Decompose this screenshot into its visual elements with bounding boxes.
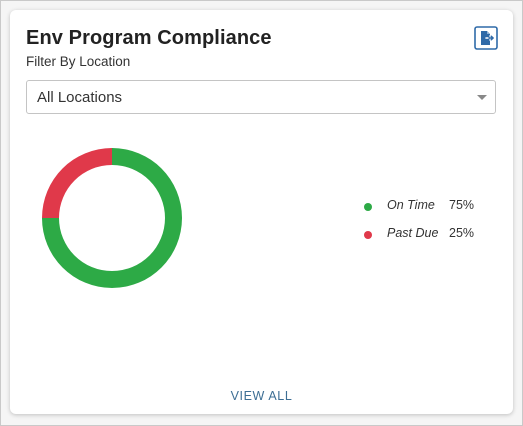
legend-dot-past-due	[364, 231, 372, 239]
view-all-link[interactable]: VIEW ALL	[230, 389, 293, 403]
location-select[interactable]: All Locations	[26, 80, 496, 114]
filter-label: Filter By Location	[26, 54, 131, 69]
card-title: Env Program Compliance	[26, 27, 272, 49]
legend-label-past-due: Past Due	[387, 226, 439, 240]
location-select-value: All Locations	[37, 89, 123, 106]
compliance-card: Env Program Compliance Filter By Locatio…	[10, 10, 513, 414]
donut-slice-past-due[interactable]	[42, 148, 112, 218]
export-file-icon	[474, 26, 498, 50]
legend-value-on-time: 75%	[449, 198, 475, 212]
compliance-donut-chart	[42, 148, 182, 288]
legend-label-on-time: On Time	[387, 198, 435, 212]
legend-dot-on-time	[364, 203, 372, 211]
export-button[interactable]	[474, 26, 498, 50]
legend-value-past-due: 25%	[449, 226, 475, 240]
caret-down-icon	[477, 95, 487, 100]
